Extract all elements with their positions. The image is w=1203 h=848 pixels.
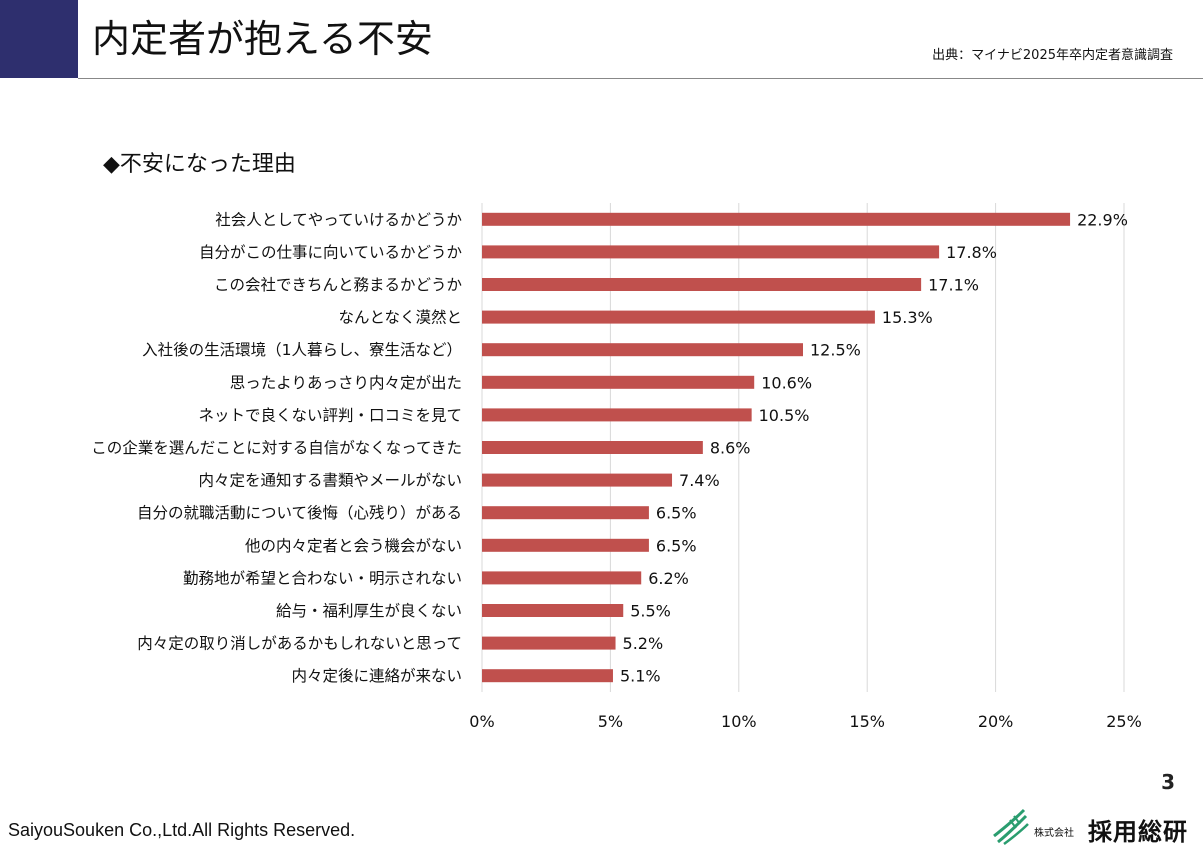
- x-tick-label: 10%: [721, 712, 757, 731]
- category-label: 内々定の取り消しがあるかもしれないと思って: [137, 635, 462, 653]
- bar: [482, 441, 703, 454]
- x-tick-label: 25%: [1106, 712, 1142, 731]
- value-label: 6.5%: [656, 536, 697, 555]
- section-heading: ◆不安になった理由: [103, 152, 296, 177]
- bar: [482, 212, 1071, 226]
- chart-bars: [482, 212, 1071, 683]
- x-tick-label: 0%: [469, 712, 494, 731]
- bar: [482, 538, 649, 552]
- copyright-text: SaiyouSouken Co.,Ltd.All Rights Reserved…: [8, 820, 356, 840]
- bar: [482, 473, 673, 487]
- category-label: 勤務地が希望と合わない・明示されない: [183, 569, 462, 587]
- value-label: 15.3%: [882, 308, 933, 327]
- x-tick-label: 20%: [978, 712, 1014, 731]
- category-label: 給与・福利厚生が良くない: [276, 602, 462, 620]
- value-label: 5.1%: [620, 667, 661, 686]
- value-label: 6.2%: [648, 569, 689, 588]
- value-label: 7.4%: [679, 471, 720, 490]
- source-citation: 出典：マイナビ2025年卒内定者意識調査: [932, 48, 1173, 63]
- value-label: 5.5%: [630, 602, 671, 621]
- category-label: 内々定を通知する書類やメールがない: [198, 472, 462, 490]
- category-label: 社会人としてやっていけるかどうか: [215, 211, 462, 229]
- category-label: 自分の就職活動について後悔（心残り）がある: [137, 504, 462, 522]
- title-divider: [78, 78, 1203, 79]
- x-tick-label: 15%: [849, 712, 885, 731]
- bar: [482, 245, 940, 259]
- x-tick-label: 5%: [598, 712, 623, 731]
- bar: [482, 604, 624, 617]
- bar: [482, 343, 803, 357]
- header-accent-block: [0, 0, 78, 78]
- category-label: なんとなく漠然と: [338, 309, 462, 327]
- value-label: 10.5%: [759, 406, 810, 425]
- logo-name: 採用総研: [1088, 818, 1188, 846]
- value-label: 17.8%: [946, 243, 997, 262]
- category-label: ネットで良くない評判・口コミを見て: [198, 406, 462, 424]
- bar: [482, 375, 755, 389]
- category-label: 内々定後に連絡が来ない: [291, 667, 462, 685]
- value-label: 22.9%: [1077, 210, 1128, 229]
- category-label: この会社できちんと務まるかどうか: [214, 276, 462, 294]
- company-logo: 株式会社 採用総研: [990, 806, 1200, 846]
- bar: [482, 506, 649, 520]
- logo-prefix: 株式会社: [1034, 828, 1074, 839]
- category-label: 入社後の生活環境（1人暮らし、寮生活など）: [142, 340, 462, 359]
- category-label: 他の内々定者と会う機会がない: [245, 537, 462, 555]
- value-label: 8.6%: [710, 439, 751, 458]
- value-label: 5.2%: [623, 634, 664, 653]
- bar: [482, 571, 642, 585]
- value-label: 10.6%: [761, 373, 812, 392]
- slide-title: 内定者が抱える不安: [92, 17, 433, 61]
- value-label: 17.1%: [928, 276, 979, 295]
- bar: [482, 636, 616, 650]
- value-label: 6.5%: [656, 504, 697, 523]
- bar: [482, 278, 922, 291]
- category-label: 自分がこの仕事に向いているかどうか: [199, 243, 462, 261]
- bar: [482, 408, 752, 422]
- category-label: この企業を選んだことに対する自信がなくなってきた: [91, 439, 462, 457]
- value-label: 12.5%: [810, 341, 861, 360]
- chart-labels: 0% 5% 10% 15% 20% 25% 社会人としてやっていけるかどうか 22.9% 自分が…: [91, 210, 1142, 731]
- page-number: 3: [1161, 770, 1175, 794]
- logo-mark-icon: [993, 808, 1029, 845]
- bar: [482, 669, 613, 683]
- bar: [482, 310, 875, 324]
- category-label: 思ったよりあっさり内々定が出た: [230, 374, 462, 392]
